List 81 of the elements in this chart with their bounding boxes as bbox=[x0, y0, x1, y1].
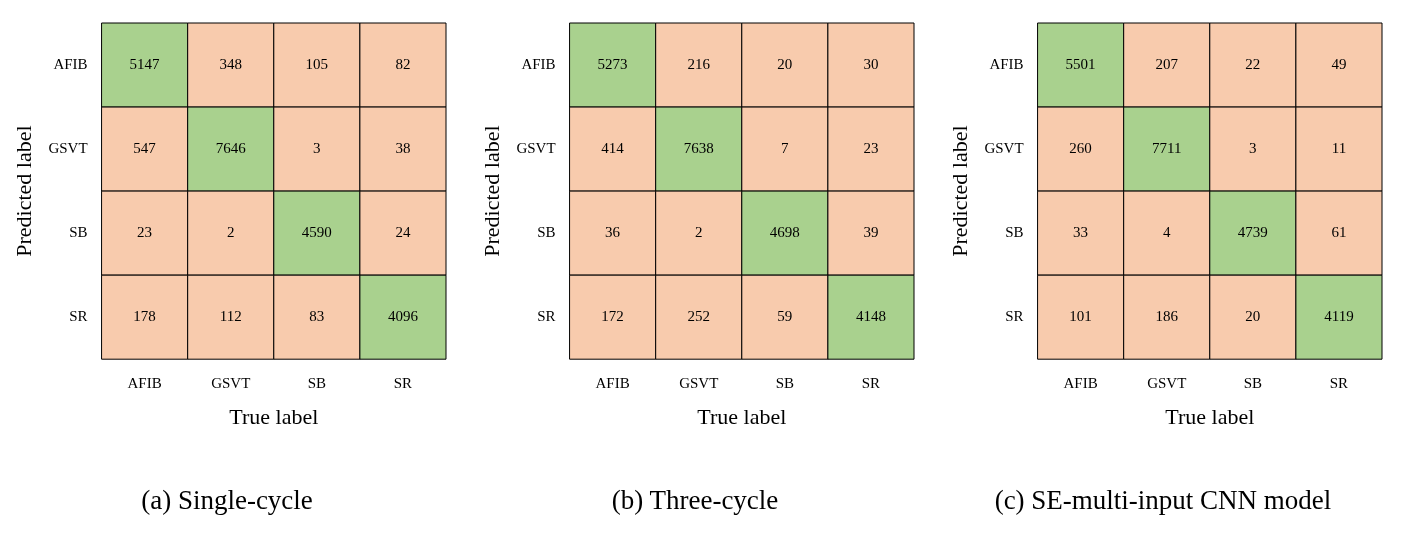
data-label: 4739 bbox=[1237, 224, 1268, 241]
data-label: 24 bbox=[395, 224, 411, 241]
text: (a) Single-cycle bbox=[141, 484, 313, 515]
x-tick-label: GSVT bbox=[1147, 375, 1187, 392]
data-label: 3 bbox=[1249, 140, 1257, 157]
y-tick-label: GSVT bbox=[516, 140, 556, 157]
y-tick-label: GSVT bbox=[48, 140, 88, 157]
x-axis-title: True label bbox=[229, 404, 319, 430]
data-label: 2 bbox=[226, 224, 235, 241]
data-label: 20 bbox=[1245, 308, 1261, 325]
y-tick-label: SR bbox=[537, 308, 556, 325]
data-label: 4119 bbox=[1324, 308, 1354, 325]
data-label: 23 bbox=[137, 224, 153, 241]
x-tick-label: GSVT bbox=[211, 375, 251, 392]
data-label: 7 bbox=[781, 140, 790, 157]
x-tick-label: AFIB bbox=[127, 375, 162, 392]
y-tick-label: AFIB bbox=[53, 55, 88, 72]
data-label: 4698 bbox=[769, 224, 800, 241]
y-axis-title: Predicted label bbox=[946, 125, 972, 257]
data-label: 348 bbox=[219, 55, 242, 72]
data-label: 5147 bbox=[129, 55, 161, 72]
data-label: 20 bbox=[777, 55, 793, 72]
data-label: 216 bbox=[687, 55, 711, 72]
data-label: 172 bbox=[601, 308, 624, 325]
data-label: 7638 bbox=[683, 140, 714, 157]
data-label: 4 bbox=[1162, 224, 1171, 241]
data-label: 105 bbox=[305, 55, 329, 72]
data-label: 61 bbox=[1331, 224, 1347, 241]
data-label: 22 bbox=[1245, 55, 1261, 72]
data-label: 33 bbox=[1073, 224, 1089, 241]
data-label: 36 bbox=[605, 224, 621, 241]
x-tick-label: SB bbox=[1243, 375, 1263, 392]
data-label: 178 bbox=[133, 308, 156, 325]
y-axis-title: Predicted label bbox=[478, 125, 504, 257]
x-tick-label: SB bbox=[307, 375, 327, 392]
y-tick-label: GSVT bbox=[984, 140, 1024, 157]
x-tick-label: SR bbox=[861, 375, 881, 392]
y-tick-label: AFIB bbox=[989, 55, 1024, 72]
x-tick-label: AFIB bbox=[595, 375, 630, 392]
data-label: 2 bbox=[694, 224, 703, 241]
x-tick-label: GSVT bbox=[679, 375, 719, 392]
text: (c) SE-multi-input CNN model bbox=[994, 484, 1332, 515]
data-label: 414 bbox=[601, 140, 625, 157]
data-label: 11 bbox=[1331, 140, 1347, 157]
data-label: 207 bbox=[1155, 55, 1179, 72]
x-tick-label: AFIB bbox=[1063, 375, 1098, 392]
y-tick-label: SB bbox=[1005, 224, 1024, 241]
y-tick-label: SR bbox=[1005, 308, 1024, 325]
x-axis-title: True label bbox=[1165, 404, 1255, 430]
data-label: 30 bbox=[863, 55, 879, 72]
data-label: 83 bbox=[309, 308, 325, 325]
data-label: 59 bbox=[777, 308, 793, 325]
y-tick-label: SR bbox=[69, 308, 88, 325]
x-tick-label: SB bbox=[775, 375, 795, 392]
data-label: 4148 bbox=[855, 308, 886, 325]
y-tick-label: AFIB bbox=[521, 55, 556, 72]
x-axis-title: True label bbox=[697, 404, 787, 430]
y-axis-title: Predicted label bbox=[10, 125, 36, 257]
data-label: 547 bbox=[133, 140, 157, 157]
data-label: 23 bbox=[863, 140, 879, 157]
data-label: 39 bbox=[863, 224, 879, 241]
data-label: 101 bbox=[1069, 308, 1092, 325]
data-label: 5501 bbox=[1065, 55, 1096, 72]
data-label: 5273 bbox=[597, 55, 628, 72]
data-label: 7646 bbox=[215, 140, 247, 157]
y-tick-label: SB bbox=[69, 224, 88, 241]
y-tick-label: SB bbox=[537, 224, 556, 241]
data-label: 49 bbox=[1331, 55, 1347, 72]
data-label: 38 bbox=[395, 140, 411, 157]
data-label: 4590 bbox=[301, 224, 332, 241]
data-label: 252 bbox=[687, 308, 710, 325]
x-tick-label: SR bbox=[1329, 375, 1349, 392]
data-label: 4096 bbox=[387, 308, 419, 325]
data-label: 112 bbox=[219, 308, 242, 325]
text: (b) Three-cycle bbox=[611, 484, 779, 515]
data-label: 260 bbox=[1069, 140, 1092, 157]
x-tick-label: SR bbox=[393, 375, 413, 392]
data-label: 7711 bbox=[1152, 140, 1182, 157]
data-label: 3 bbox=[313, 140, 321, 157]
data-label: 186 bbox=[1155, 308, 1179, 325]
data-label: 82 bbox=[395, 55, 411, 72]
